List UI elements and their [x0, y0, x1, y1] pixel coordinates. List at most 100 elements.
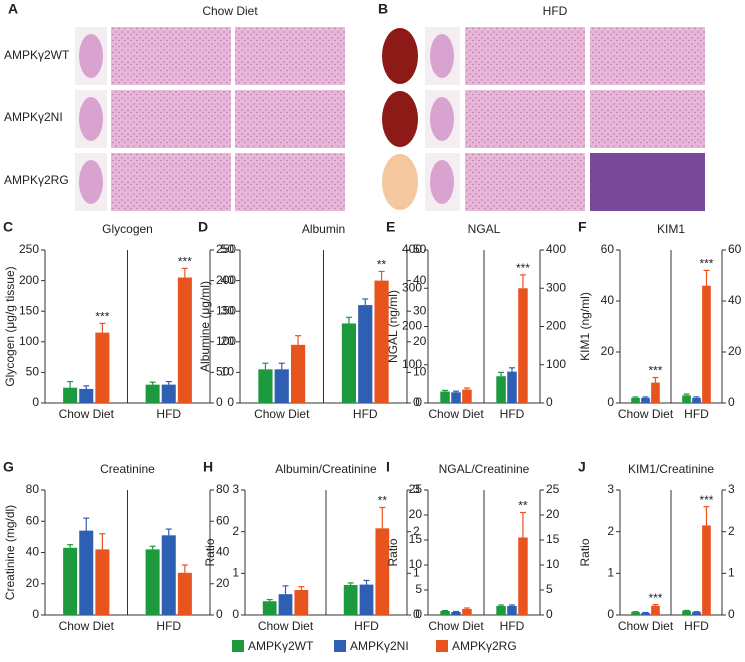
x-tick-label: HFD — [500, 619, 525, 633]
panel-letter: C — [3, 219, 13, 235]
panel-letter: E — [386, 219, 395, 235]
bar — [177, 277, 192, 403]
significance-label: *** — [699, 257, 713, 271]
y-tick-label: 0 — [415, 395, 422, 409]
y-tick-label: 20 — [221, 334, 235, 348]
significance-label: *** — [516, 261, 530, 275]
y2-tick-label: 25 — [546, 482, 560, 496]
bar — [145, 384, 160, 403]
y-tick-label: 20 — [601, 344, 615, 358]
y-tick-label: 300 — [402, 280, 422, 294]
y2-tick-label: 10 — [546, 557, 560, 571]
y-tick-label: 200 — [402, 319, 422, 333]
y2-tick-label: 200 — [546, 319, 566, 333]
significance-label: *** — [95, 310, 109, 324]
x-tick-label: Chow Diet — [618, 407, 674, 421]
bar — [682, 395, 691, 403]
significance-label: *** — [648, 591, 662, 605]
bar — [177, 572, 192, 615]
y-tick-label: 25 — [409, 482, 423, 496]
bar — [95, 332, 110, 403]
y-tick-label: 15 — [409, 532, 423, 546]
bar — [258, 369, 273, 403]
y-tick-label: 0 — [227, 395, 234, 409]
y2-tick-label: 100 — [546, 357, 566, 371]
bar — [462, 609, 472, 615]
bar — [682, 610, 691, 615]
bar — [358, 305, 373, 403]
bar — [462, 389, 472, 403]
y2-tick-label: 10 — [413, 365, 427, 379]
legend-swatch — [436, 640, 448, 652]
y2-tick-label: 60 — [216, 513, 230, 527]
x-tick-label: HFD — [156, 407, 181, 421]
panel-letter: J — [578, 459, 586, 475]
significance-label: ** — [378, 494, 388, 508]
bar — [145, 549, 160, 615]
bar — [631, 612, 640, 615]
bar — [290, 344, 306, 403]
legend-label: AMPKγ2RG — [452, 639, 517, 653]
bar — [79, 530, 94, 615]
y-tick-label: 20 — [409, 507, 423, 521]
panel-letter: F — [578, 219, 587, 235]
y2-tick-label: 0 — [216, 395, 223, 409]
y2-tick-label: 1 — [728, 566, 735, 580]
y-tick-label: 40 — [26, 545, 40, 559]
y2-tick-label: 0 — [216, 607, 223, 621]
bar — [651, 382, 660, 403]
y-tick-label: 5 — [415, 582, 422, 596]
x-tick-label: Chow Diet — [428, 407, 484, 421]
bar — [95, 549, 110, 615]
y-tick-label: 50 — [26, 365, 40, 379]
row-label: AMPKγ2NI — [4, 110, 63, 124]
y2-tick-label: 0 — [728, 607, 735, 621]
panel-title: Chow Diet — [202, 4, 258, 18]
y2-tick-label: 2 — [413, 524, 420, 538]
x-tick-label: HFD — [500, 407, 525, 421]
x-tick-label: Chow Diet — [59, 619, 115, 633]
y-tick-label: 0 — [32, 395, 39, 409]
bar — [641, 612, 650, 615]
y2-tick-label: 20 — [546, 507, 560, 521]
bar — [262, 601, 277, 615]
y-tick-label: 40 — [221, 273, 235, 287]
y-tick-label: 1 — [232, 566, 239, 580]
y-tick-label: 10 — [221, 365, 235, 379]
legend-swatch — [334, 640, 346, 652]
y-tick-label: 80 — [26, 482, 40, 496]
y-tick-label: 10 — [409, 557, 423, 571]
chart-title: NGAL/Creatinine — [439, 462, 530, 476]
significance-label: *** — [699, 493, 713, 507]
y-tick-label: 60 — [601, 242, 615, 256]
y-tick-label: 2 — [607, 524, 614, 538]
y2-tick-label: 0 — [413, 607, 420, 621]
y-tick-label: 0 — [607, 607, 614, 621]
bar — [496, 606, 506, 615]
y2-tick-label: 3 — [728, 482, 735, 496]
y-axis-label: NGAL (ng/ml) — [386, 290, 400, 363]
bar — [79, 388, 94, 403]
significance-label: *** — [178, 255, 192, 269]
y2-tick-label: 400 — [546, 242, 566, 256]
bar — [161, 384, 176, 403]
x-tick-label: Chow Diet — [428, 619, 484, 633]
x-tick-label: HFD — [156, 619, 181, 633]
y-tick-label: 30 — [221, 303, 235, 317]
chart-title: Creatinine — [100, 462, 155, 476]
significance-label: *** — [648, 364, 662, 378]
y2-tick-label: 30 — [413, 303, 427, 317]
y2-tick-label: 3 — [413, 482, 420, 496]
y-axis-label: Ratio — [578, 538, 592, 566]
y2-tick-label: 5 — [546, 582, 553, 596]
y-tick-label: 0 — [32, 607, 39, 621]
y-tick-label: 3 — [607, 482, 614, 496]
y2-tick-label: 40 — [413, 273, 427, 287]
x-tick-label: HFD — [684, 407, 709, 421]
bar — [375, 528, 390, 615]
y-tick-label: 250 — [19, 242, 39, 256]
x-tick-label: Chow Diet — [618, 619, 674, 633]
chart-title: KIM1 — [657, 222, 685, 236]
y2-tick-label: 40 — [216, 545, 230, 559]
